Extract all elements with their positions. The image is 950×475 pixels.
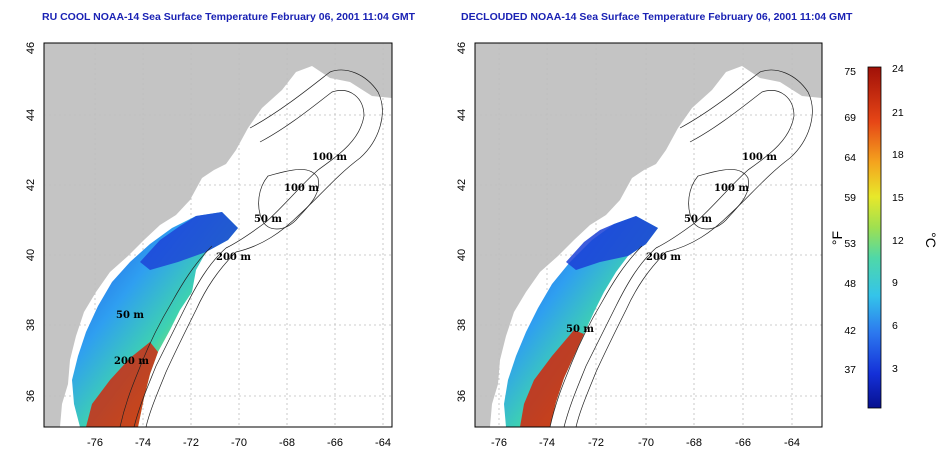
celsius-tick-21: 21 [892, 107, 904, 119]
fahrenheit-tick-75: 75 [844, 66, 856, 78]
left-lat-tick-1: 36 [25, 390, 37, 402]
fahrenheit-unit-label: °F [829, 231, 845, 245]
left-contour-label-5: 50 m [116, 310, 144, 321]
right-lat-tick-3: 40 [456, 249, 468, 261]
right-lon-tick-4: -70 [638, 437, 654, 449]
right-contour-labels: 100 m 100 m 50 m 200 m 50 m [566, 152, 777, 335]
celsius-tick-24: 24 [892, 63, 904, 75]
colorbar-fahrenheit-ticks: 75 69 64 59 53 48 42 37 [844, 66, 856, 376]
left-lon-tick-2: -74 [135, 437, 151, 449]
colorbar-celsius-ticks: 24 21 18 15 12 9 6 3 [892, 63, 904, 375]
left-cold-shelf [140, 212, 238, 270]
fahrenheit-tick-59: 59 [844, 192, 856, 204]
celsius-tick-12: 12 [892, 235, 904, 247]
left-warm-core [86, 342, 158, 427]
left-contour-label-4: 200 m [216, 252, 251, 263]
right-cold-shelf [566, 216, 658, 270]
left-lat-tick-5: 44 [25, 109, 37, 121]
left-contour-label-2: 100 m [284, 183, 319, 194]
right-map-title: DECLOUDED NOAA-14 Sea Surface Temperatur… [461, 11, 853, 23]
fahrenheit-tick-48: 48 [844, 278, 856, 290]
right-map-frame [474, 42, 823, 428]
fahrenheit-tick-69: 69 [844, 112, 856, 124]
celsius-tick-9: 9 [892, 277, 898, 289]
colorbar-gradient [867, 66, 882, 409]
right-contour-label-2: 100 m [714, 183, 749, 194]
right-lon-tick-6: -66 [735, 437, 751, 449]
left-lat-tick-6: 46 [25, 42, 37, 54]
right-warm-core [520, 330, 584, 427]
right-lat-tick-5: 44 [456, 109, 468, 121]
left-lon-tick-4: -70 [231, 437, 247, 449]
right-lon-tick-3: -72 [588, 437, 604, 449]
left-lon-tick-1: -76 [87, 437, 103, 449]
left-sst-plume [72, 212, 238, 427]
right-lat-tick-4: 42 [456, 179, 468, 191]
right-lon-tick-2: -74 [539, 437, 555, 449]
right-lon-axis: -76 -74 -72 -70 -68 -66 -64 [491, 437, 800, 449]
left-lat-tick-2: 38 [25, 319, 37, 331]
right-lon-tick-7: -64 [784, 437, 800, 449]
left-lat-tick-4: 42 [25, 179, 37, 191]
right-lat-tick-6: 46 [456, 42, 468, 54]
left-map-land [44, 43, 392, 427]
left-lon-axis: -76 -74 -72 -70 -68 -66 -64 [87, 437, 391, 449]
left-lat-axis: 36 38 40 42 44 46 [25, 42, 37, 402]
right-map: 100 m 100 m 50 m 200 m 50 m -76 -74 -72 … [456, 42, 823, 449]
right-lat-tick-2: 38 [456, 319, 468, 331]
celsius-unit-label: °C [923, 232, 939, 248]
left-lon-tick-5: -68 [279, 437, 295, 449]
left-map-frame [43, 42, 393, 428]
right-contour-label-4: 200 m [646, 252, 681, 263]
left-contour-labels: 100 m 100 m 50 m 200 m 50 m 200 m [114, 152, 347, 367]
right-contour-label-1: 100 m [742, 152, 777, 163]
right-lon-tick-1: -76 [491, 437, 507, 449]
left-lon-tick-3: -72 [183, 437, 199, 449]
fahrenheit-tick-42: 42 [844, 325, 856, 337]
temperature-colorbar: 75 69 64 59 53 48 42 37 24 21 18 15 12 9… [829, 63, 939, 409]
right-bathymetry-contours [549, 69, 813, 427]
right-lat-tick-1: 36 [456, 390, 468, 402]
left-contour-label-1: 100 m [312, 152, 347, 163]
celsius-tick-15: 15 [892, 192, 904, 204]
right-lat-axis: 36 38 40 42 44 46 [456, 42, 468, 402]
fahrenheit-tick-53: 53 [844, 238, 856, 250]
right-contour-label-5: 50 m [566, 324, 594, 335]
right-contour-label-3: 50 m [684, 214, 712, 225]
celsius-tick-3: 3 [892, 363, 898, 375]
left-contour-label-6: 200 m [114, 356, 149, 367]
fahrenheit-tick-37: 37 [844, 364, 856, 376]
fahrenheit-tick-64: 64 [844, 152, 856, 164]
left-lon-tick-6: -66 [327, 437, 343, 449]
left-map-grid [44, 43, 392, 427]
left-lon-tick-7: -64 [375, 437, 391, 449]
right-map-land [475, 43, 822, 427]
left-contour-label-3: 50 m [254, 214, 282, 225]
left-map: 100 m 100 m 50 m 200 m 50 m 200 m -76 -7… [25, 42, 393, 449]
celsius-tick-6: 6 [892, 320, 898, 332]
celsius-tick-18: 18 [892, 149, 904, 161]
left-lat-tick-3: 40 [25, 249, 37, 261]
left-map-title: RU COOL NOAA-14 Sea Surface Temperature … [42, 11, 416, 23]
right-lon-tick-5: -68 [686, 437, 702, 449]
left-bathymetry-contours [119, 69, 383, 427]
